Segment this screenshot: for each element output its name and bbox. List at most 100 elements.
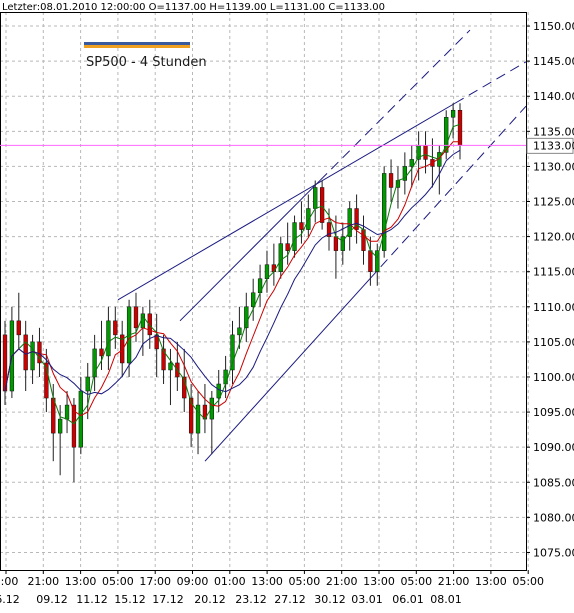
x-date-label: 30.12: [314, 593, 346, 606]
candle-body: [299, 222, 304, 230]
ma-long-line: [4, 149, 461, 396]
x-date-label: 17.12: [152, 593, 184, 606]
x-time-label: 01:00: [214, 575, 246, 588]
candle-body: [51, 397, 56, 434]
y-tick-label: 1085.00: [533, 476, 574, 489]
candle-body: [30, 341, 35, 371]
y-tick-label: 1090.00: [533, 441, 574, 454]
candle-body: [23, 334, 28, 371]
x-date-label: 06.01: [392, 593, 424, 606]
logo-stripe-orange: [84, 45, 190, 48]
candle-body: [306, 208, 311, 230]
y-tick-label: 1075.00: [533, 546, 574, 559]
last-price-box: [526, 137, 574, 154]
candle-body: [230, 334, 235, 371]
y-tick-label: 1095.00: [533, 406, 574, 419]
candle-body: [216, 383, 221, 399]
x-time-label: 05:00: [400, 575, 432, 588]
trend-upper-line: [117, 102, 456, 301]
x-time-label: 21:00: [326, 575, 358, 588]
candle-body: [375, 250, 380, 272]
header-text: Letzter:08.01.2010 12:00:00 O=1137.00 H=…: [2, 2, 385, 13]
candle-body: [319, 187, 325, 223]
candle-body: [354, 208, 359, 230]
candle-body: [313, 187, 318, 209]
candle-body: [58, 418, 63, 434]
candle-body: [2, 334, 8, 392]
trend-lower-line-ext: [369, 105, 527, 280]
x-date-label: 20.12: [194, 593, 226, 606]
x-time-label: 21:00: [438, 575, 470, 588]
y-tick-label: 1105.00: [533, 336, 574, 349]
candle-body: [292, 222, 297, 251]
trend-lower-line: [204, 278, 371, 462]
trend-mid-line: [179, 180, 321, 322]
x-date-label: 11.12: [76, 593, 108, 606]
x-time-label: 05:00: [102, 575, 134, 588]
candle-body: [16, 320, 21, 336]
candle-body: [133, 306, 139, 329]
y-tick-label: 1100.00: [533, 371, 574, 384]
x-axis: 1:00 21:00 13:00 05:00 17:00 09:00 01:00 13:00 0…: [0, 570, 544, 606]
logo-text: SP500 - 4 Stunden: [86, 55, 207, 70]
x-time-label: 13:00: [363, 575, 395, 588]
y-tick-label: 1080.00: [533, 511, 574, 524]
candle-body: [78, 390, 83, 448]
candle-body: [450, 110, 456, 118]
candle-body: [64, 404, 70, 420]
last-price-label: 1133.00: [533, 139, 574, 152]
x-date-label: 03.01: [351, 593, 383, 606]
candle-body: [106, 320, 111, 357]
candle-body: [340, 236, 345, 251]
x-time-label: 05:00: [289, 575, 321, 588]
candle-body: [271, 264, 277, 272]
ma-short-line: [4, 123, 461, 425]
y-axis: 1150.00 1145.00 1140.00 1135.00 1130.00 1125.…: [526, 20, 574, 559]
candle-body: [147, 313, 152, 336]
candle-body: [402, 166, 407, 181]
chart-logo: SP500 - 4 Stunden: [84, 42, 207, 70]
candle-body: [237, 327, 242, 336]
candle-body: [285, 243, 290, 251]
plot-frame: [0, 12, 527, 571]
x-time-label: 1:00: [0, 575, 18, 588]
candle-body: [423, 145, 428, 160]
candle-body: [195, 404, 201, 434]
candle-body: [161, 348, 166, 371]
y-tick-label: 1140.00: [533, 90, 574, 103]
candle-body: [278, 243, 283, 272]
candle-layer: [2, 103, 463, 483]
candle-body: [264, 264, 270, 279]
y-tick-label: 1130.00: [533, 160, 574, 173]
candle-body: [168, 362, 173, 371]
y-tick-label: 1120.00: [533, 231, 574, 244]
candle-body: [444, 117, 449, 153]
y-tick-label: 1145.00: [533, 55, 574, 68]
candle-body: [368, 250, 373, 272]
trend-layer: [117, 29, 527, 462]
candle-body: [223, 369, 228, 385]
x-date-label: 27.12: [274, 593, 306, 606]
x-time-label: 17:00: [139, 575, 171, 588]
candle-body: [85, 376, 90, 392]
candle-body: [71, 404, 77, 448]
y-tick-label: 1125.00: [533, 196, 574, 209]
x-time-label: 05:00: [512, 575, 544, 588]
ma-mid-line: [4, 141, 460, 417]
candle-body: [92, 348, 97, 378]
candle-body: [347, 208, 352, 237]
candle-body: [457, 110, 463, 146]
x-time-label: 09:00: [177, 575, 209, 588]
x-date-label: 09.12: [36, 593, 68, 606]
ma-layer: [4, 123, 461, 425]
candle-body: [120, 334, 125, 364]
candle-body: [44, 362, 49, 399]
x-time-label: 13:00: [251, 575, 283, 588]
x-date-label: 23.12: [235, 593, 267, 606]
candle-body: [37, 341, 42, 364]
x-date-label: 15.12: [114, 593, 146, 606]
candle-body: [409, 159, 414, 167]
